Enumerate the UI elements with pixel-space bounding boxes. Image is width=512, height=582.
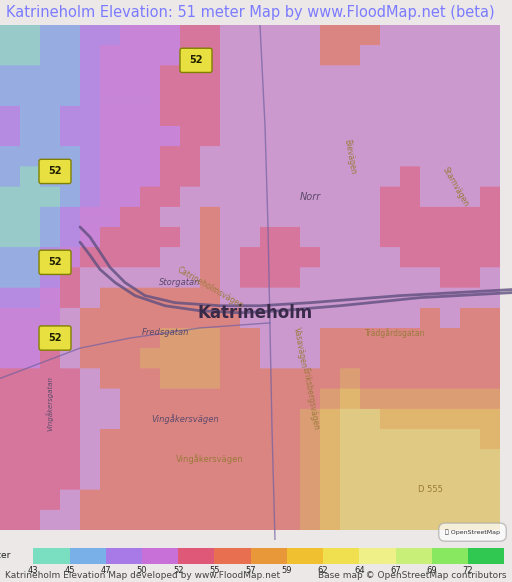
Bar	[287, 548, 323, 563]
Text: Katrineholm Elevation: 51 meter Map by www.FloodMap.net (beta): Katrineholm Elevation: 51 meter Map by w…	[6, 5, 495, 20]
Text: Norr: Norr	[300, 191, 321, 202]
Text: D 555: D 555	[418, 485, 442, 494]
Bar	[251, 548, 287, 563]
Bar	[106, 548, 142, 563]
Text: 50: 50	[137, 566, 147, 575]
Bar	[142, 548, 178, 563]
Text: 52: 52	[189, 55, 203, 65]
Text: 🔍 OpenStreetMap: 🔍 OpenStreetMap	[445, 530, 500, 535]
Bar	[359, 548, 396, 563]
Text: 57: 57	[245, 566, 256, 575]
Text: 55: 55	[209, 566, 220, 575]
Text: 72: 72	[463, 566, 474, 575]
Text: Eriksbergsvägen: Eriksbergsvägen	[300, 367, 320, 431]
Bar	[33, 548, 70, 563]
Text: Starnvägen: Starnvägen	[440, 165, 470, 208]
Text: 59: 59	[282, 566, 292, 575]
Bar	[323, 548, 359, 563]
Text: 52: 52	[48, 166, 62, 176]
Bar	[396, 548, 432, 563]
Text: 67: 67	[390, 566, 401, 575]
Text: Base map © OpenStreetMap contributors: Base map © OpenStreetMap contributors	[318, 571, 507, 580]
Text: Vingåkersvägen: Vingåkersvägen	[176, 455, 244, 464]
Text: Storgatan: Storgatan	[159, 278, 201, 287]
Bar	[215, 548, 251, 563]
Text: 52: 52	[48, 257, 62, 267]
Text: 62: 62	[318, 566, 329, 575]
Text: 52: 52	[48, 333, 62, 343]
Text: 64: 64	[354, 566, 365, 575]
Bar	[468, 548, 504, 563]
Text: Catrineholmsvägen: Catrineholmsvägen	[175, 265, 245, 310]
FancyBboxPatch shape	[180, 48, 212, 73]
Text: Vingåkersvägen: Vingåkersvägen	[151, 414, 219, 424]
Text: 52: 52	[173, 566, 183, 575]
Text: 45: 45	[65, 566, 75, 575]
Text: 43: 43	[28, 566, 38, 575]
Text: Trädgårdsgatan: Trädgårdsgatan	[365, 328, 425, 338]
Text: Katrineholm: Katrineholm	[197, 304, 313, 322]
Text: Fredsgatan: Fredsgatan	[141, 328, 189, 338]
FancyBboxPatch shape	[39, 326, 71, 350]
FancyBboxPatch shape	[39, 159, 71, 183]
Text: Vingåkersgatan: Vingåkersgatan	[46, 376, 54, 431]
Text: Bievägen: Bievägen	[343, 138, 357, 175]
Text: Katrineholm Elevation Map developed by www.FloodMap.net: Katrineholm Elevation Map developed by w…	[5, 571, 280, 580]
Text: Vasavägen: Vasavägen	[292, 327, 308, 370]
Text: 47: 47	[100, 566, 111, 575]
Text: 69: 69	[426, 566, 437, 575]
Bar	[178, 548, 215, 563]
Bar	[70, 548, 106, 563]
FancyBboxPatch shape	[39, 250, 71, 275]
Bar	[432, 548, 468, 563]
Text: meter: meter	[0, 552, 10, 560]
